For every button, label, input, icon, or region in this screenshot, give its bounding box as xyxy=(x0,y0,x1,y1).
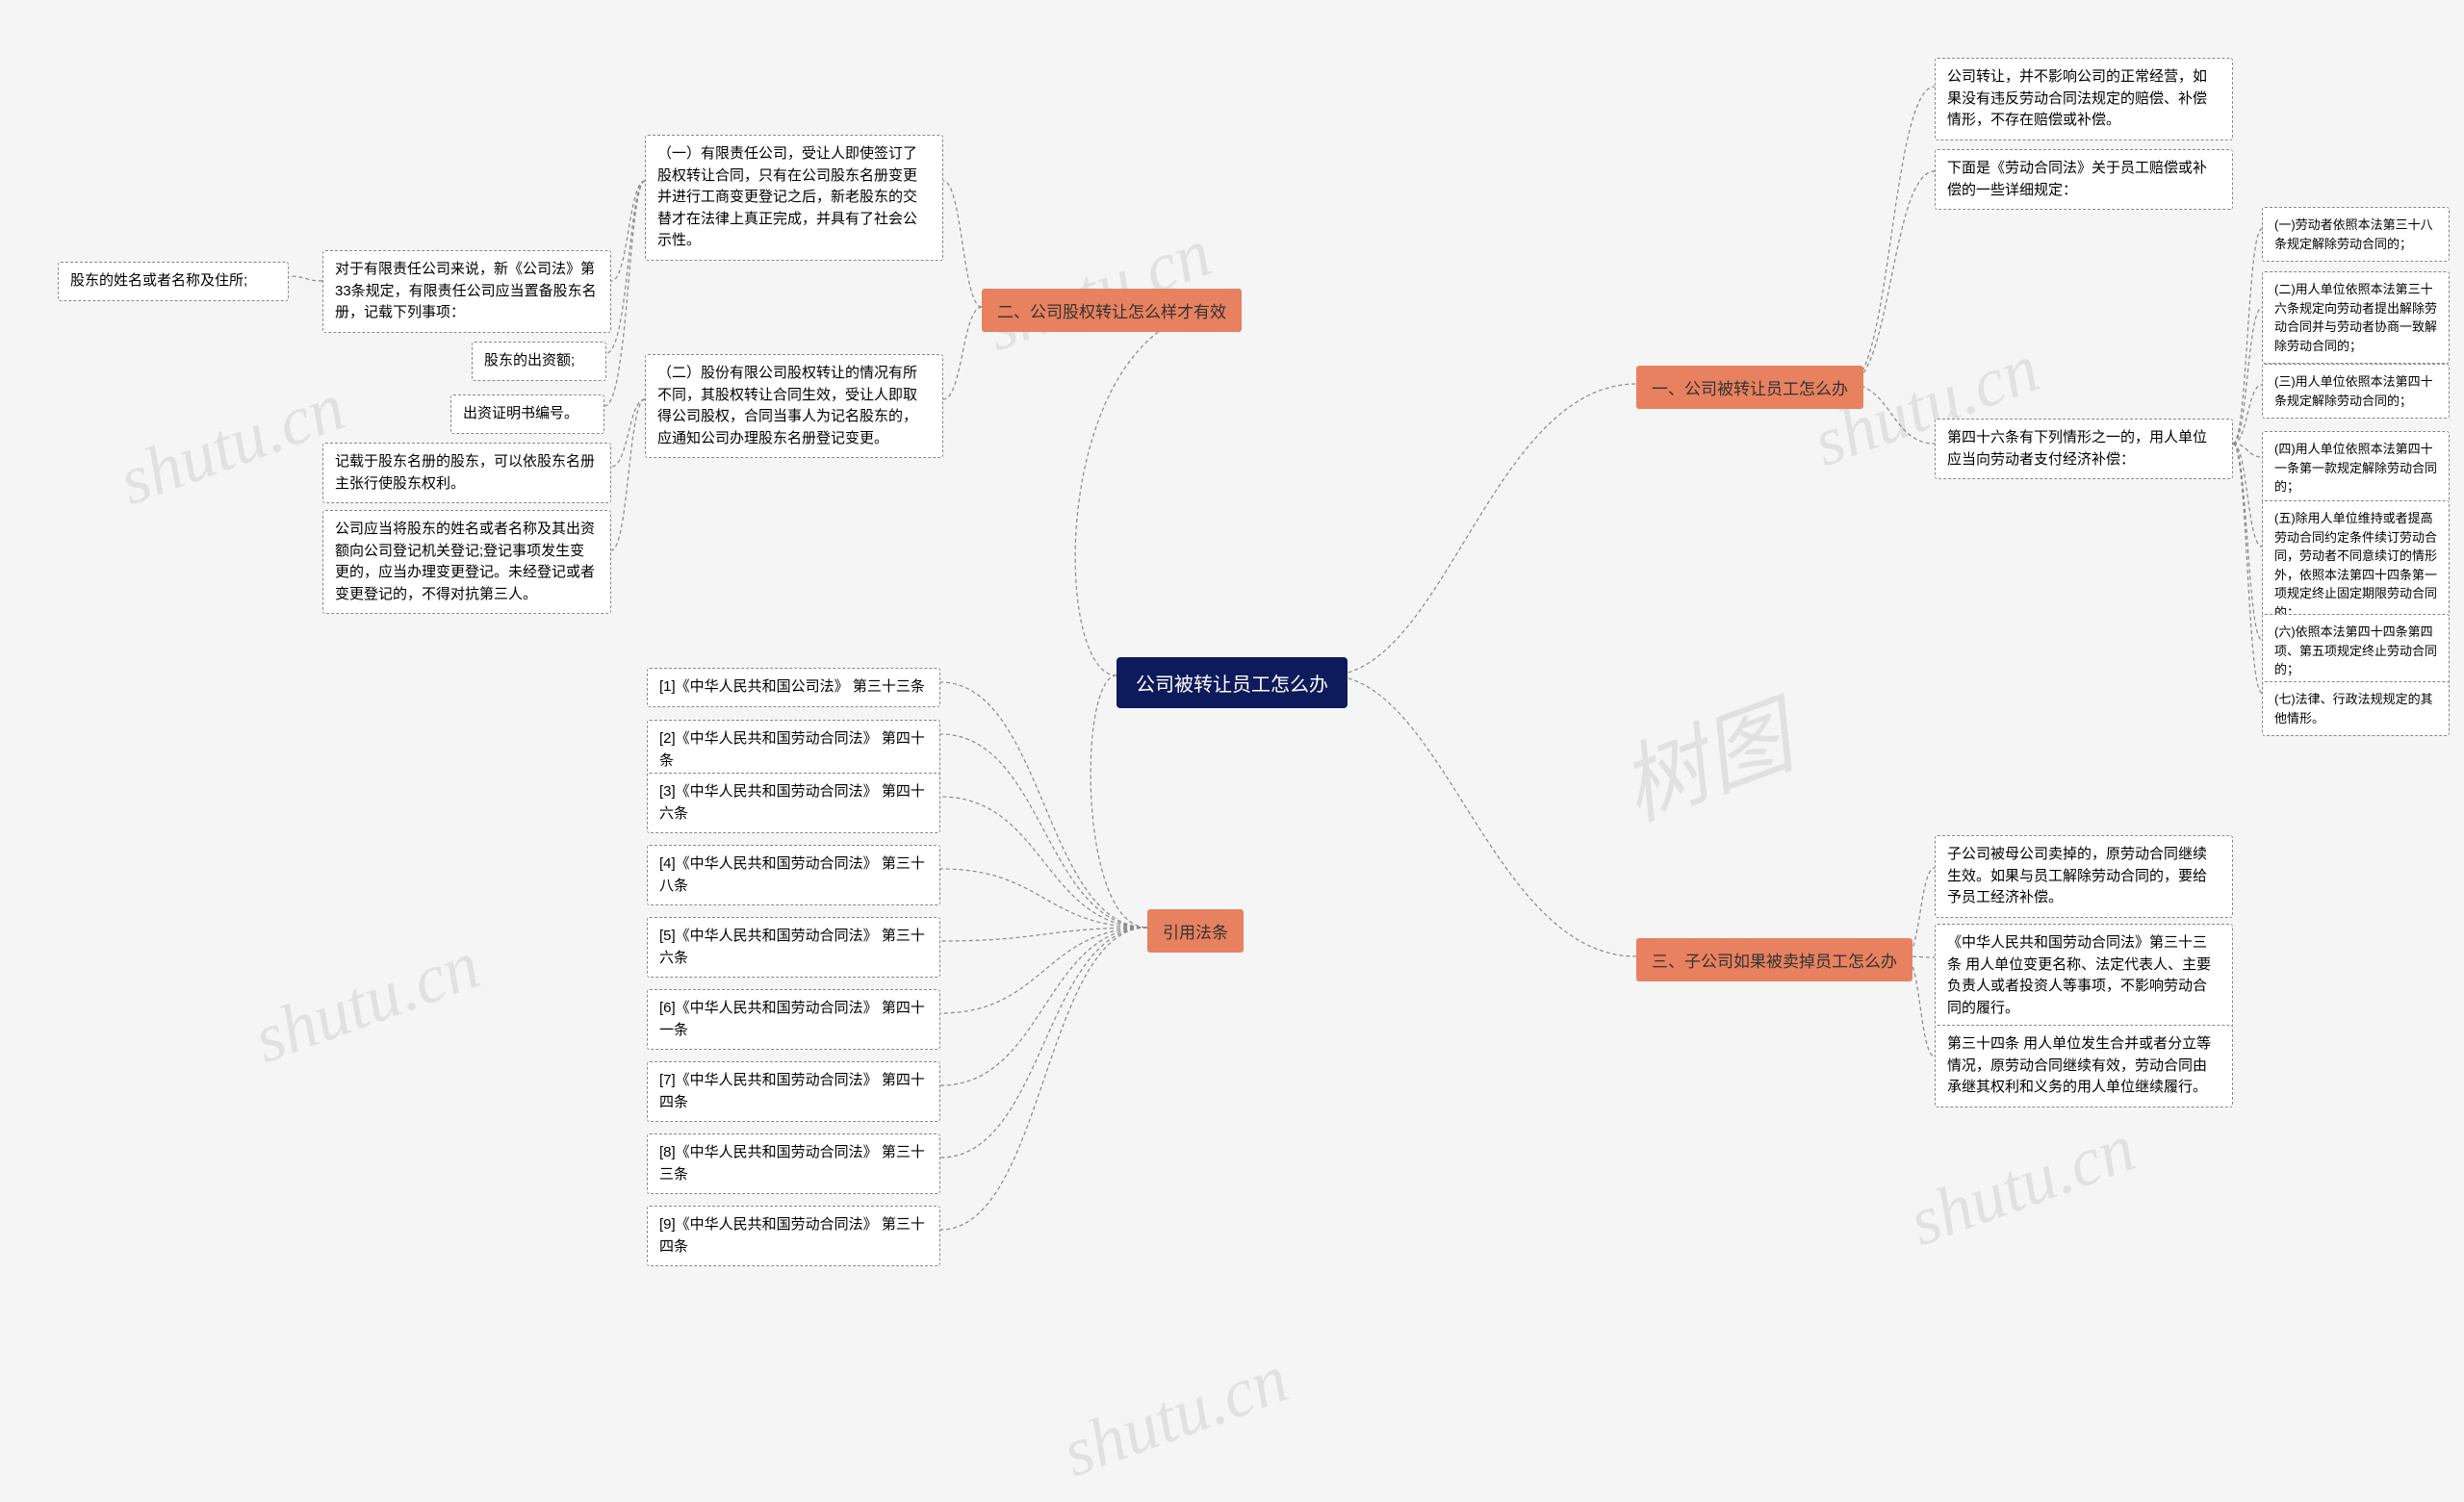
b2-sub-leaf: 对于有限责任公司来说，新《公司法》第33条规定，有限责任公司应当置备股东名册，记… xyxy=(322,250,611,333)
b1-leaf: 第四十六条有下列情形之一的，用人单位应当向劳动者支付经济补偿： xyxy=(1935,419,2233,479)
watermark: shutu.cn xyxy=(244,925,490,1080)
branch-4: 引用法条 xyxy=(1147,909,1244,953)
b4-leaf: [3]《中华人民共和国劳动合同法》 第四十六条 xyxy=(647,773,940,833)
watermark: 树图 xyxy=(1601,667,1807,844)
b3-leaf: 《中华人民共和国劳动合同法》第三十三条 用人单位变更名称、法定代表人、主要负责人… xyxy=(1935,924,2233,1028)
b4-leaf: [5]《中华人民共和国劳动合同法》 第三十六条 xyxy=(647,917,940,978)
b2-leaf: （二）股份有限公司股权转让的情况有所不同，其股权转让合同生效，受让人即取得公司股… xyxy=(645,354,943,458)
b2-leaf: （一）有限责任公司，受让人即使签订了股权转让合同，只有在公司股东名册变更并进行工… xyxy=(645,135,943,261)
b1-leaf: 下面是《劳动合同法》关于员工赔偿或补偿的一些详细规定： xyxy=(1935,149,2233,210)
b2-sub-leaf: 公司应当将股东的姓名或者名称及其出资额向公司登记机关登记;登记事项发生变更的，应… xyxy=(322,510,611,614)
watermark: shutu.cn xyxy=(1052,1338,1298,1493)
b2-sub-sub-leaf: 股东的出资额; xyxy=(472,342,606,381)
b2-sub-leaf: 记载于股东名册的股东，可以依股东名册主张行使股东权利。 xyxy=(322,443,611,503)
b2-sub-sub-leaf: 出资证明书编号。 xyxy=(450,395,604,434)
branch-3: 三、子公司如果被卖掉员工怎么办 xyxy=(1636,938,1912,981)
b1-sub-leaf: (六)依照本法第四十四条第四项、第五项规定终止劳动合同的； xyxy=(2262,614,2450,688)
watermark: shutu.cn xyxy=(109,367,355,522)
b1-sub-leaf: (三)用人单位依照本法第四十条规定解除劳动合同的； xyxy=(2262,364,2450,419)
watermark: shutu.cn xyxy=(1899,1107,2145,1262)
b1-sub-leaf: (五)除用人单位维持或者提高劳动合同约定条件续订劳动合同，劳动者不同意续订的情形… xyxy=(2262,500,2450,630)
b3-leaf: 第三十四条 用人单位发生合并或者分立等情况，原劳动合同继续有效，劳动合同由承继其… xyxy=(1935,1025,2233,1107)
b1-sub-leaf: (四)用人单位依照本法第四十一条第一款规定解除劳动合同的； xyxy=(2262,431,2450,505)
b4-leaf: [9]《中华人民共和国劳动合同法》 第三十四条 xyxy=(647,1206,940,1266)
b2-sub-sub-leaf: 股东的姓名或者名称及住所; xyxy=(58,262,289,301)
mindmap-connectors xyxy=(0,0,2464,1502)
b4-leaf: [7]《中华人民共和国劳动合同法》 第四十四条 xyxy=(647,1061,940,1122)
b1-sub-leaf: (二)用人单位依照本法第三十六条规定向劳动者提出解除劳动合同并与劳动者协商一致解… xyxy=(2262,271,2450,364)
b4-leaf: [2]《中华人民共和国劳动合同法》 第四十条 xyxy=(647,720,940,780)
b4-leaf: [1]《中华人民共和国公司法》 第三十三条 xyxy=(647,668,940,707)
b4-leaf: [6]《中华人民共和国劳动合同法》 第四十一条 xyxy=(647,989,940,1050)
b3-leaf: 子公司被母公司卖掉的，原劳动合同继续生效。如果与员工解除劳动合同的，要给予员工经… xyxy=(1935,835,2233,918)
b1-sub-leaf: (一)劳动者依照本法第三十八条规定解除劳动合同的； xyxy=(2262,207,2450,262)
b4-leaf: [8]《中华人民共和国劳动合同法》 第三十三条 xyxy=(647,1133,940,1194)
branch-2: 二、公司股权转让怎么样才有效 xyxy=(982,289,1242,332)
b1-sub-leaf: (七)法律、行政法规规定的其他情形。 xyxy=(2262,681,2450,736)
b1-leaf: 公司转让，并不影响公司的正常经营，如果没有违反劳动合同法规定的赔偿、补偿情形，不… xyxy=(1935,58,2233,140)
b4-leaf: [4]《中华人民共和国劳动合同法》 第三十八条 xyxy=(647,845,940,905)
branch-1: 一、公司被转让员工怎么办 xyxy=(1636,366,1863,409)
mindmap-root: 公司被转让员工怎么办 xyxy=(1116,657,1348,708)
